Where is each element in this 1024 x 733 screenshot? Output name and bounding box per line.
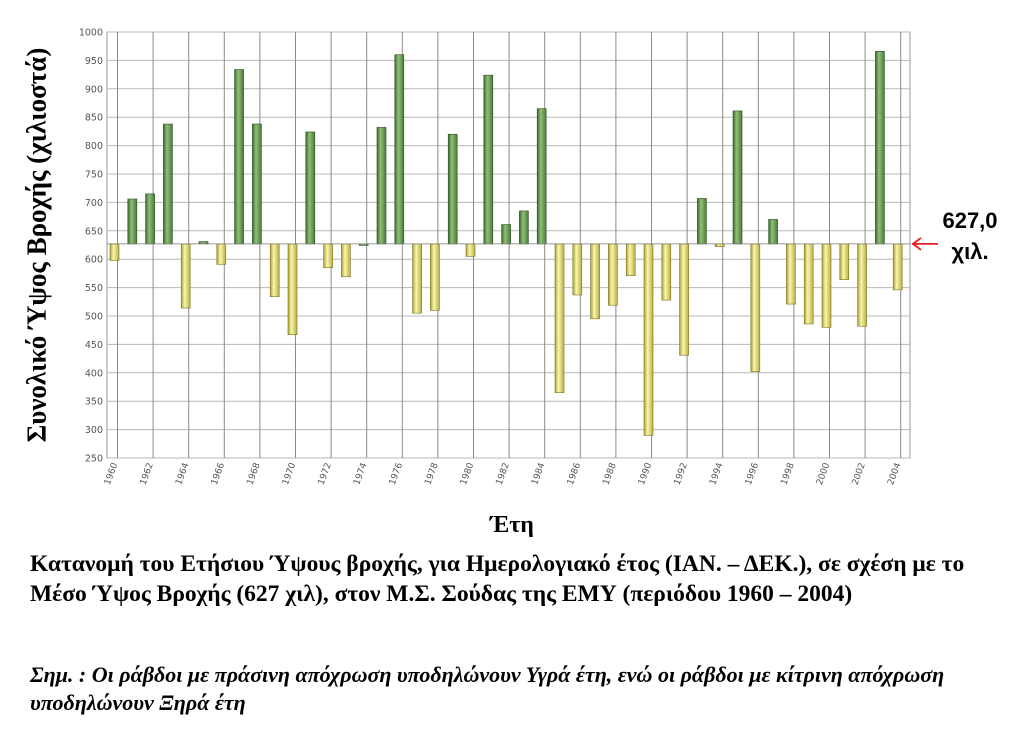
x-tick-label: 1974	[352, 461, 369, 486]
bar-wet-year	[376, 127, 387, 245]
bar-dry-year	[287, 243, 298, 336]
x-tick-label: 1964	[174, 461, 191, 486]
bar-wet-year	[252, 123, 262, 245]
bar-dry-year	[643, 243, 654, 436]
x-tick-label: 2000	[815, 461, 832, 486]
x-tick-label: 1986	[566, 461, 583, 486]
bar-dry-year	[465, 243, 476, 257]
bar-dry-year	[412, 243, 422, 314]
x-tick-labels: 1960 1962 1964 1966 1968 1970 1972 1974 1976 1978…	[103, 461, 904, 486]
bar-dry-year	[679, 243, 689, 356]
x-tick-label: 1982	[495, 462, 512, 487]
x-tick-label: 2002	[851, 462, 868, 487]
bar-dry-year	[180, 243, 191, 309]
x-tick-label: 1984	[530, 461, 547, 486]
y-tick-label: 350	[85, 397, 103, 408]
bar-dry-year	[892, 243, 903, 291]
x-tick-label: 1992	[673, 462, 690, 487]
figure-note: Σημ. : Οι ράβδοι με πράσινη απόχρωση υπο…	[30, 661, 1005, 717]
mean-value-label: 627,0	[942, 208, 998, 233]
bar-dry-year	[714, 243, 725, 248]
bar-dry-year	[590, 243, 600, 320]
y-tick-label: 250	[85, 454, 103, 465]
y-axis-label: Συνολικό Ύψος Βροχής (χιλιοστά)	[21, 47, 52, 443]
bar-wet-year	[305, 131, 316, 245]
bar-wet-year	[519, 210, 529, 245]
y-tick-label: 1000	[79, 28, 103, 39]
bar-dry-year	[572, 243, 583, 296]
bar-dry-year	[625, 243, 636, 276]
x-tick-label: 1960	[103, 461, 120, 486]
bar-dry-year	[216, 243, 227, 265]
bar-wet-year	[697, 198, 707, 245]
mean-annotation: 627,0 χιλ.	[930, 205, 1010, 267]
y-tick-label: 900	[85, 84, 103, 95]
y-tick-label: 850	[85, 113, 103, 124]
bar-dry-year	[857, 243, 867, 327]
bar-dry-year	[608, 243, 618, 306]
rainfall-bar-chart: 250 300 350 400 450 500 550 600 650 700 750 800 850 9…	[79, 28, 938, 487]
x-tick-label: 1968	[245, 461, 262, 486]
y-tick-label: 500	[85, 312, 103, 323]
bar-dry-year	[269, 243, 280, 297]
mean-unit-label: χιλ.	[951, 239, 989, 264]
bar-wet-year	[145, 193, 155, 245]
x-tick-label: 1994	[708, 461, 725, 486]
x-tick-label: 1998	[779, 461, 796, 486]
x-tick-label: 1976	[388, 461, 405, 486]
bar-wet-year	[536, 108, 547, 245]
x-tick-label: 2004	[886, 461, 903, 486]
x-tick-label: 1978	[423, 461, 440, 486]
bar-dry-year	[661, 243, 672, 301]
x-tick-label: 1990	[637, 461, 654, 486]
bar-dry-year	[109, 243, 120, 261]
y-tick-label: 750	[85, 170, 103, 181]
x-tick-label: 1970	[281, 461, 298, 486]
y-tick-label: 400	[85, 368, 103, 379]
bar-dry-year	[430, 243, 440, 311]
y-tick-label: 800	[85, 141, 103, 152]
note-text: Οι ράβδοι με πράσινη απόχρωση υποδηλώνου…	[30, 662, 945, 715]
bar-dry-year	[341, 243, 351, 278]
bar-dry-year	[554, 243, 565, 393]
bar-wet-year	[163, 123, 173, 245]
x-axis-label: Έτη	[490, 512, 534, 538]
y-tick-label: 550	[85, 283, 103, 294]
x-tick-label: 1966	[210, 461, 227, 486]
figure-caption: Κατανομή του Ετήσιου Ύψους βροχής, για Η…	[30, 551, 965, 607]
bar-dry-year	[786, 243, 796, 305]
bar-dry-year	[750, 243, 761, 372]
y-tick-label: 450	[85, 340, 103, 351]
bar-wet-year	[127, 198, 138, 245]
bar-wet-year	[234, 69, 244, 245]
arrow-head-icon	[911, 237, 922, 251]
bar-dry-year	[803, 243, 814, 325]
bar-wet-year	[875, 51, 885, 245]
x-tick-label: 1996	[744, 461, 761, 486]
bar-wet-year	[768, 219, 778, 245]
bar-wet-year	[732, 110, 743, 245]
y-tick-label: 700	[85, 198, 103, 209]
bar-dry-year	[839, 243, 850, 280]
y-tick-label: 650	[85, 226, 103, 237]
bar-wet-year	[501, 224, 511, 245]
note-label: Σημ. :	[30, 662, 87, 687]
y-tick-label: 300	[85, 425, 103, 436]
x-tick-label: 1988	[601, 461, 618, 486]
y-tick-label: 600	[85, 255, 103, 266]
bar-wet-year	[447, 133, 458, 245]
x-tick-label: 1980	[459, 461, 476, 486]
x-tick-label: 1962	[139, 462, 156, 487]
x-tick-label: 1972	[317, 462, 334, 487]
bar-wet-year	[483, 74, 494, 245]
bar-wet-year	[394, 54, 405, 245]
y-tick-labels: 250 300 350 400 450 500 550 600 650 700 750 800 850 9…	[79, 28, 103, 465]
bar-dry-year	[323, 243, 333, 269]
y-tick-label: 950	[85, 56, 103, 67]
bars	[107, 51, 910, 436]
bar-dry-year	[821, 243, 832, 328]
